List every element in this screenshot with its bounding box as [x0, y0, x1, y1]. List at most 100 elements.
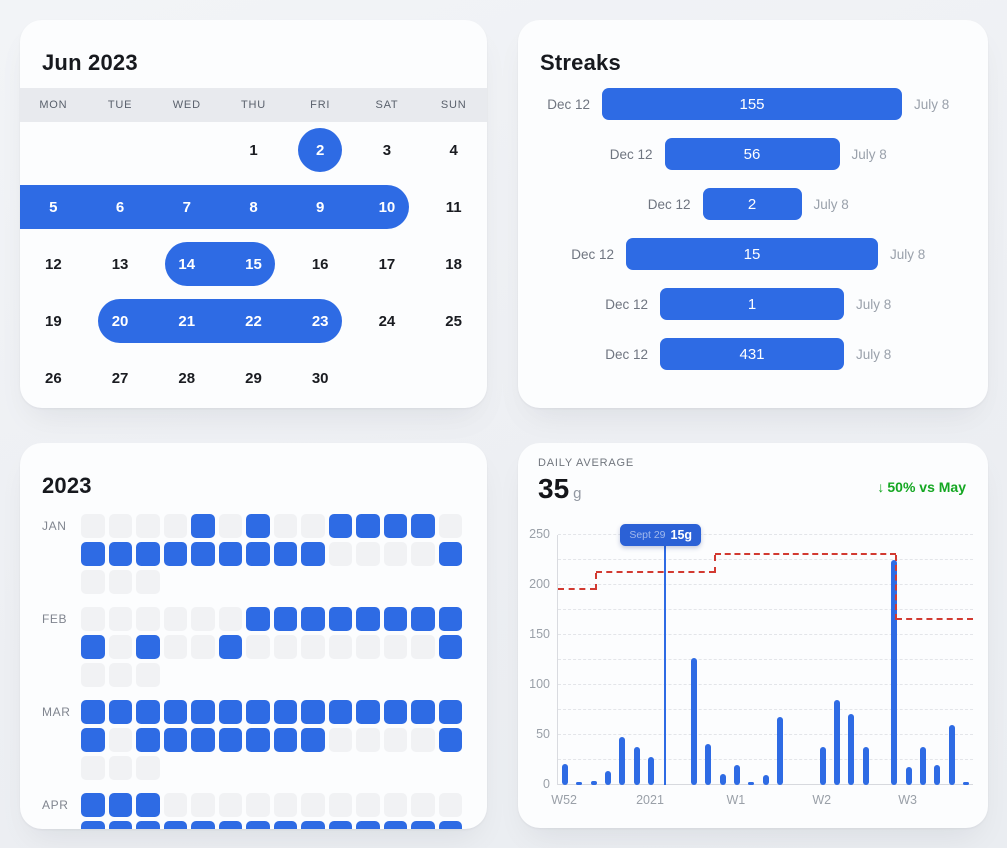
calendar-day[interactable]: 25 [445, 313, 462, 330]
heatmap-day-cell [108, 542, 132, 566]
heatmap-day-cell [356, 700, 380, 724]
heatmap-day-cell [163, 700, 187, 724]
selected-bar-indicator-line[interactable] [664, 545, 667, 785]
chart-bar[interactable] [733, 765, 740, 785]
chart-bar[interactable] [705, 744, 712, 785]
chart-bar[interactable] [762, 775, 769, 785]
chart-bar[interactable] [962, 782, 969, 785]
chart-plot: Sept 29 15g [557, 524, 973, 785]
month-calendar-title: Jun 2023 [42, 50, 138, 75]
calendar-day[interactable]: 16 [311, 256, 329, 273]
gridline [558, 684, 973, 685]
weekday-label: FRI [310, 99, 331, 111]
reference-line-segment [714, 553, 896, 555]
calendar-grid: 1 2 3 4 5 6 7 8 9 10 11 12 13 14 15 16 17 18 19 20 21 22 23 24 2… [20, 122, 487, 407]
heatmap-day-cell [81, 570, 105, 594]
calendar-day[interactable]: 9 [316, 199, 325, 216]
calendar-day[interactable]: 2 [316, 142, 325, 159]
calendar-day[interactable]: 3 [382, 142, 392, 159]
calendar-day[interactable]: 24 [378, 313, 396, 330]
heatmap-day-cell [438, 728, 462, 752]
heatmap-week-row [81, 821, 462, 829]
weekday-label: THU [241, 99, 267, 111]
chart-bar[interactable] [776, 717, 783, 785]
chart-bar[interactable] [648, 757, 655, 785]
chart-bar[interactable] [633, 747, 640, 785]
calendar-day[interactable]: 1 [249, 142, 258, 159]
heatmap-day-cell [246, 514, 270, 538]
heatmap-day-cell [438, 821, 462, 829]
heatmap-day-cell [411, 635, 435, 659]
calendar-day[interactable]: 28 [178, 370, 196, 387]
month-group: JAN [42, 514, 462, 594]
heatmap-day-cell [81, 728, 105, 752]
calendar-day[interactable]: 22 [245, 313, 262, 330]
streak-bar: 1 [660, 288, 844, 320]
month-rows [81, 793, 462, 829]
calendar-day[interactable]: 26 [45, 370, 62, 387]
chart-bar[interactable] [605, 771, 612, 785]
chart-bar[interactable] [719, 774, 726, 785]
streak-value: 56 [743, 145, 761, 163]
chart-bar[interactable] [862, 747, 869, 785]
calendar-day[interactable]: 7 [182, 199, 191, 216]
calendar-day[interactable]: 8 [249, 199, 258, 216]
calendar-day[interactable]: 20 [111, 313, 129, 330]
streak-value: 2 [747, 195, 757, 213]
calendar-day[interactable]: 27 [111, 370, 129, 387]
chart-bar[interactable] [748, 782, 755, 785]
chart-bar[interactable] [834, 700, 841, 785]
heatmap-day-cell [301, 728, 325, 752]
heatmap-day-cell [218, 793, 242, 817]
calendar-day[interactable]: 11 [445, 199, 462, 216]
heatmap-day-cell [136, 793, 160, 817]
chart-bar[interactable] [848, 714, 855, 785]
streak-bar: 431 [660, 338, 844, 370]
calendar-day[interactable]: 18 [445, 256, 462, 273]
calendar-day[interactable]: 15 [245, 256, 262, 273]
heatmap-day-cell [218, 542, 242, 566]
heatmap-day-cell [218, 607, 242, 631]
chart-bar[interactable] [819, 747, 826, 785]
calendar-day[interactable]: 4 [449, 142, 458, 159]
calendar-day[interactable]: 5 [49, 199, 58, 216]
chart-bar[interactable] [905, 767, 912, 785]
calendar-day[interactable]: 13 [111, 256, 129, 273]
calendar-day[interactable]: 17 [378, 256, 396, 273]
calendar-day[interactable]: 19 [45, 313, 62, 330]
chart-bar[interactable] [562, 764, 569, 785]
streak-row: 56 Dec 12 July 8 [518, 129, 988, 179]
heatmap-day-cell [218, 635, 242, 659]
chart-bar[interactable] [576, 782, 583, 785]
month-rows [81, 514, 462, 594]
chart-bar[interactable] [690, 658, 697, 785]
calendar-day[interactable]: 30 [311, 370, 329, 387]
streak-start-date: Dec 12 [547, 96, 590, 112]
chart-bar[interactable] [948, 725, 955, 785]
heatmap-day-cell [108, 728, 132, 752]
chart-bar[interactable] [891, 560, 898, 785]
selected-range-pill [20, 185, 409, 229]
streak-start-date: Dec 12 [571, 246, 614, 262]
streak-start-date: Dec 12 [605, 296, 648, 312]
heatmap-day-cell [328, 821, 352, 829]
heatmap-day-cell [301, 542, 325, 566]
calendar-day[interactable]: 29 [245, 370, 262, 387]
selected-range-pill [164, 242, 276, 286]
chart-bar[interactable] [619, 737, 626, 785]
streak-end-date: July 8 [856, 346, 892, 362]
chart-bar[interactable] [919, 747, 926, 785]
month-label: JAN [42, 519, 67, 533]
heatmap-day-cell [191, 793, 215, 817]
calendar-day[interactable]: 23 [311, 313, 329, 330]
chart-bar[interactable] [590, 781, 597, 785]
calendar-day[interactable]: 10 [378, 199, 396, 216]
chart-bar[interactable] [934, 765, 941, 785]
calendar-day[interactable]: 6 [115, 199, 125, 216]
calendar-day[interactable]: 21 [178, 313, 196, 330]
calendar-day[interactable]: 12 [45, 256, 62, 273]
heatmap-day-cell [81, 514, 105, 538]
heatmap-day-cell [411, 607, 435, 631]
weekday-label: WED [172, 99, 201, 111]
calendar-day[interactable]: 14 [178, 256, 196, 273]
